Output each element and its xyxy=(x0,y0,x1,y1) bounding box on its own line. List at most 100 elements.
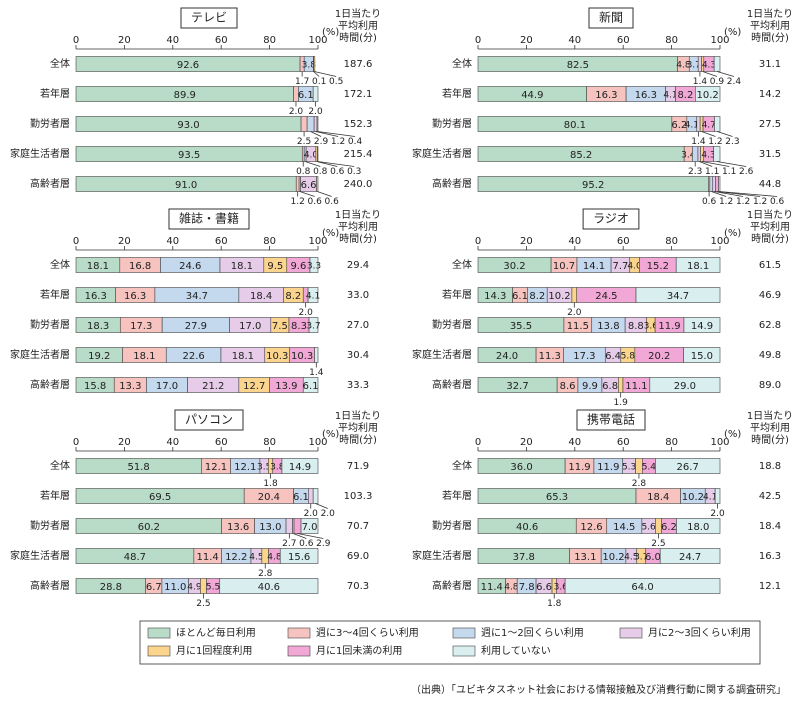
value-label: 8.8 xyxy=(628,321,644,332)
x-tick-label: 40 xyxy=(166,236,179,247)
value-label: 1.2 xyxy=(708,137,722,147)
category-label: 全体 xyxy=(50,57,70,70)
value-label: 1.1 xyxy=(722,167,736,177)
leader xyxy=(297,533,324,539)
bar-segment xyxy=(312,86,319,102)
bar-segment xyxy=(316,176,319,192)
value-label: 89.9 xyxy=(174,90,196,101)
x-tick-label: 80 xyxy=(263,437,276,448)
leader xyxy=(699,161,713,167)
value-label: 0.6 xyxy=(702,197,717,207)
title-box xyxy=(180,7,238,29)
bar-segment xyxy=(313,116,318,132)
time-header: 1日当たり xyxy=(747,409,793,422)
x-unit: (%) xyxy=(724,228,741,239)
x-tick-label: 0 xyxy=(73,437,79,448)
bar-segment xyxy=(308,317,319,333)
legend-label: 月に1回程度利用 xyxy=(176,644,252,657)
x-tick-label: 40 xyxy=(166,437,179,448)
value-label: 93.5 xyxy=(178,150,200,161)
panel-title: テレビ xyxy=(191,11,227,25)
value-label: 1.2 xyxy=(736,197,750,207)
value-label: 13.0 xyxy=(259,522,281,533)
value-label: 12.6 xyxy=(580,522,602,533)
legend-swatch xyxy=(452,645,476,657)
value-label: 2.0 xyxy=(321,509,336,519)
x-tick-label: 40 xyxy=(568,35,581,46)
value-label: 36.0 xyxy=(510,462,532,473)
category-label: 高齢者層 xyxy=(30,378,70,391)
value-label: 5.4 xyxy=(642,463,657,473)
panel-title: 雑誌・書籍 xyxy=(179,211,239,226)
category-label: 勤労者層 xyxy=(30,519,70,532)
value-label: 20.4 xyxy=(258,492,280,503)
value-label: 2.3 xyxy=(688,167,702,177)
value-label: 7.8 xyxy=(519,582,535,593)
panel-title: ラジオ xyxy=(593,212,629,226)
category-label: 若年層 xyxy=(442,288,472,301)
value-label: 16.3 xyxy=(635,90,657,101)
value-label: 4.1 xyxy=(306,292,320,302)
legend-label: 月に1回未満の利用 xyxy=(316,645,402,657)
value-label: 6.4 xyxy=(605,351,621,362)
category-label: 家庭生活者層 xyxy=(412,147,472,160)
value-label: 18.4 xyxy=(647,492,669,503)
bar-segment xyxy=(715,176,719,192)
value-label: 0.6 xyxy=(325,197,340,207)
time-value: 16.3 xyxy=(759,551,781,562)
legend-swatch xyxy=(287,627,311,639)
value-label: 8.3 xyxy=(291,321,307,332)
bar-segment xyxy=(714,488,721,504)
time-header: 平均利用 xyxy=(338,221,378,233)
value-label: 21.2 xyxy=(202,381,224,392)
value-label: 4.3 xyxy=(701,151,715,161)
value-label: 5.6 xyxy=(641,523,656,533)
value-label: 11.4 xyxy=(197,552,219,563)
value-label: 13.3 xyxy=(119,381,141,392)
bar-segment xyxy=(306,116,315,132)
value-label: 4.1 xyxy=(663,91,677,101)
x-tick-label: 60 xyxy=(215,437,228,448)
value-label: 0.5 xyxy=(329,77,343,87)
time-header: 時間(分) xyxy=(339,32,377,44)
time-header: 平均利用 xyxy=(750,221,790,233)
value-label: 14.9 xyxy=(691,321,713,332)
bar-segment xyxy=(316,116,319,132)
leader xyxy=(716,161,747,167)
time-header: 平均利用 xyxy=(750,20,790,32)
value-label: 12.1 xyxy=(234,462,256,473)
value-label: 5.5 xyxy=(206,583,220,593)
time-header: 1日当たり xyxy=(335,208,381,221)
category-label: 高齢者層 xyxy=(432,378,472,391)
bar-segment xyxy=(314,347,319,363)
value-label: 9.6 xyxy=(290,261,306,272)
value-label: 9.5 xyxy=(267,261,283,272)
time-value: 103.3 xyxy=(344,491,373,502)
value-label: 17.3 xyxy=(130,321,152,332)
bar-segment xyxy=(293,518,302,534)
value-label: 16.3 xyxy=(85,291,107,302)
leader xyxy=(317,131,356,137)
panel-title: パソコン xyxy=(185,413,233,427)
value-label: 7.5 xyxy=(272,321,288,332)
bar-segment xyxy=(302,377,319,393)
time-header: 1日当たり xyxy=(335,409,381,422)
value-label: 3.7 xyxy=(306,322,320,332)
value-label: 12.1 xyxy=(205,462,227,473)
x-tick-label: 0 xyxy=(73,35,79,46)
value-label: 26.7 xyxy=(677,462,699,473)
category-label: 家庭生活者層 xyxy=(10,549,70,562)
value-label: 4.5 xyxy=(249,553,263,563)
value-label: 4.9 xyxy=(187,583,202,593)
value-label: 2.0 xyxy=(567,308,582,318)
x-tick-label: 100 xyxy=(710,236,729,247)
value-label: 17.0 xyxy=(239,321,261,332)
x-unit: (%) xyxy=(322,429,339,440)
x-tick-label: 40 xyxy=(568,437,581,448)
value-label: 6.1 xyxy=(512,291,528,302)
value-label: 18.1 xyxy=(87,261,109,272)
value-label: 20.2 xyxy=(648,351,670,362)
leader xyxy=(313,71,320,77)
bar-segment xyxy=(279,548,319,564)
bar-segment xyxy=(649,377,721,393)
